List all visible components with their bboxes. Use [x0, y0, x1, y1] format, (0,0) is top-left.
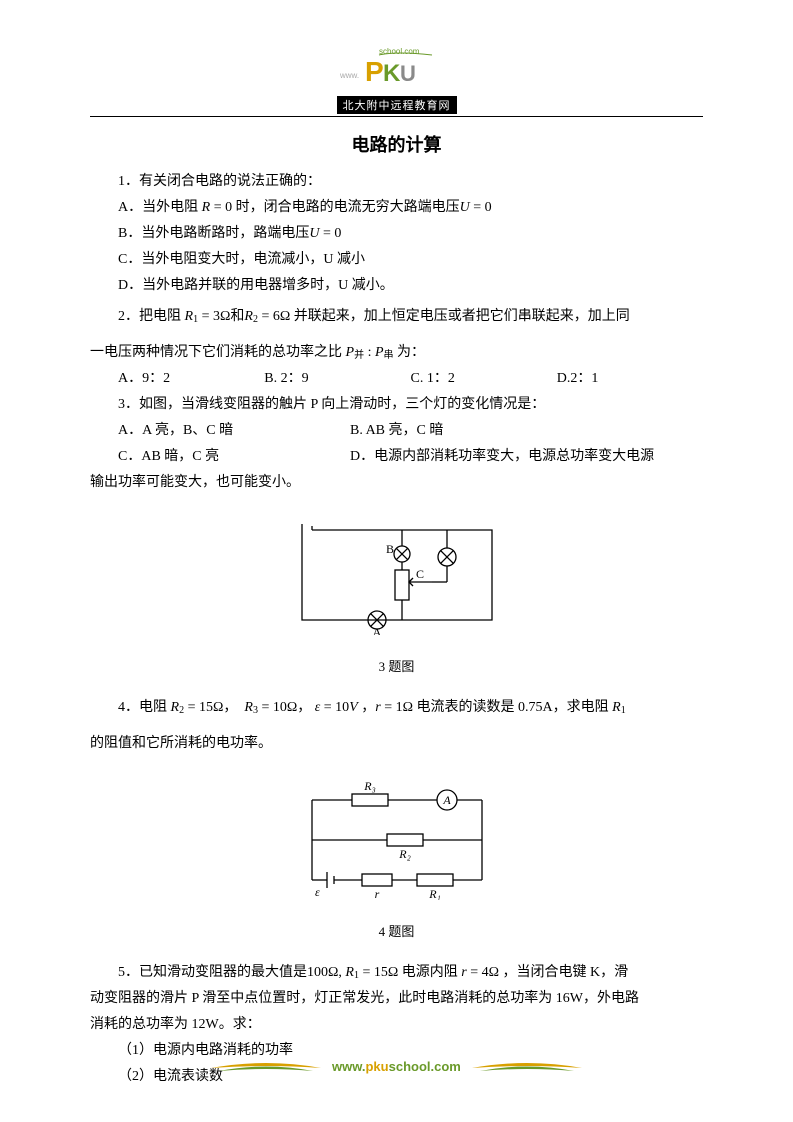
q3-row1: A．A 亮，B、C 暗 B. AB 亮，C 暗: [90, 418, 703, 444]
logo-top-text: school.com: [379, 47, 420, 56]
q2-opt-d: D.2：1: [557, 366, 703, 392]
header-bar: 北大附中远程教育网: [90, 96, 703, 114]
footer-url: www.pkuschool.com: [332, 1059, 464, 1074]
fig4-caption: 4 题图: [90, 920, 703, 944]
q5-line3: 消耗的总功率为 12W。求：: [90, 1012, 703, 1038]
q1-opt-d: D．当外电路并联的用电器增多时，U 减小。: [90, 273, 703, 299]
q1-opt-b: B．当外电路断路时，路端电压U = 0: [90, 221, 703, 247]
header-rule: [90, 116, 703, 117]
q3-stem: 3．如图，当滑线变阻器的触片 P 向上滑动时，三个灯的变化情况是：: [90, 392, 703, 418]
footer-www: www.: [332, 1059, 365, 1074]
q3-opt-b: B. AB 亮，C 暗: [350, 418, 443, 444]
q3-opt-d: D．电源内部消耗功率变大，电源总功率变大电源: [350, 444, 654, 470]
swoosh-left-icon: [211, 1060, 321, 1076]
fig4: R₃ A R₂ ε r R₁: [90, 780, 703, 910]
q1-opt-c: C．当外电阻变大时，电流减小，U 减小: [90, 247, 703, 273]
content: 1．有关闭合电路的说法正确的： A．当外电阻 R = 0 时，闭合电路的电流无穷…: [90, 169, 703, 1090]
q2-stem-line1: 2．把电阻 R1 = 3Ω和R2 = 6Ω 并联起来，加上恒定电压或者把它们串联…: [90, 304, 703, 330]
fig4-eps: ε: [315, 885, 320, 899]
q2-opt-b: B. 2：9: [264, 366, 410, 392]
q1-opt-a: A．当外电阻 R = 0 时，闭合电路的电流无穷大路端电压U = 0: [90, 195, 703, 221]
logo-www: www.: [339, 71, 359, 80]
swoosh-right-icon: [472, 1060, 582, 1076]
fig3-label-c: C: [416, 567, 424, 581]
svg-text:U: U: [400, 61, 416, 86]
fig3-svg: A B C: [282, 520, 512, 635]
fig3-caption: 3 题图: [90, 655, 703, 679]
fig4-svg: R₃ A R₂ ε r R₁: [282, 780, 512, 900]
fig4-a: A: [442, 793, 451, 807]
q2-opt-c: C. 1：2: [411, 366, 557, 392]
footer-rest: school.com: [389, 1059, 461, 1074]
svg-text:P: P: [365, 56, 384, 87]
fig4-r1: R₁: [428, 887, 441, 900]
q3-row2: C．AB 暗，C 亮 D．电源内部消耗功率变大，电源总功率变大电源: [90, 444, 703, 470]
q4-stem-line2: 的阻值和它所消耗的电功率。: [90, 731, 703, 757]
fig3: A B C: [90, 520, 703, 645]
fig4-r: r: [374, 887, 379, 900]
q1-stem: 1．有关闭合电路的说法正确的：: [90, 169, 703, 195]
footer: www.pkuschool.com: [0, 1059, 793, 1076]
logo-icon: school.com www. P K U: [337, 45, 457, 87]
header-logo: school.com www. P K U: [90, 45, 703, 92]
page-title: 电路的计算: [90, 131, 703, 157]
q3-opt-c: C．AB 暗，C 亮: [90, 444, 350, 470]
header-bar-text: 北大附中远程教育网: [337, 96, 457, 114]
q3-tail: 输出功率可能变大，也可能变小。: [90, 470, 703, 496]
q4-stem-line1: 4．电阻 R2 = 15Ω， R3 = 10Ω， ε = 10V ，r = 1Ω…: [90, 695, 703, 721]
fig3-label-a: A: [372, 625, 381, 635]
footer-pku: pku: [365, 1059, 388, 1074]
q3-opt-a: A．A 亮，B、C 暗: [90, 418, 350, 444]
fig4-r3: R₃: [363, 780, 376, 793]
q5-line1: 5．已知滑动变阻器的最大值是100Ω, R1 = 15Ω 电源内阻 r = 4Ω…: [90, 960, 703, 986]
svg-text:K: K: [383, 60, 401, 87]
q2-options: A．9：2 B. 2：9 C. 1：2 D.2：1: [90, 366, 703, 392]
fig4-r2: R₂: [398, 847, 411, 861]
q2-stem-line2: 一电压两种情况下它们消耗的总功率之比 P并 : P串 为：: [90, 340, 703, 366]
q5-line2: 动变阻器的滑片 P 滑至中点位置时，灯正常发光，此时电路消耗的总功率为 16W，…: [90, 986, 703, 1012]
fig3-label-b: B: [386, 542, 394, 556]
q2-opt-a: A．9：2: [118, 366, 264, 392]
